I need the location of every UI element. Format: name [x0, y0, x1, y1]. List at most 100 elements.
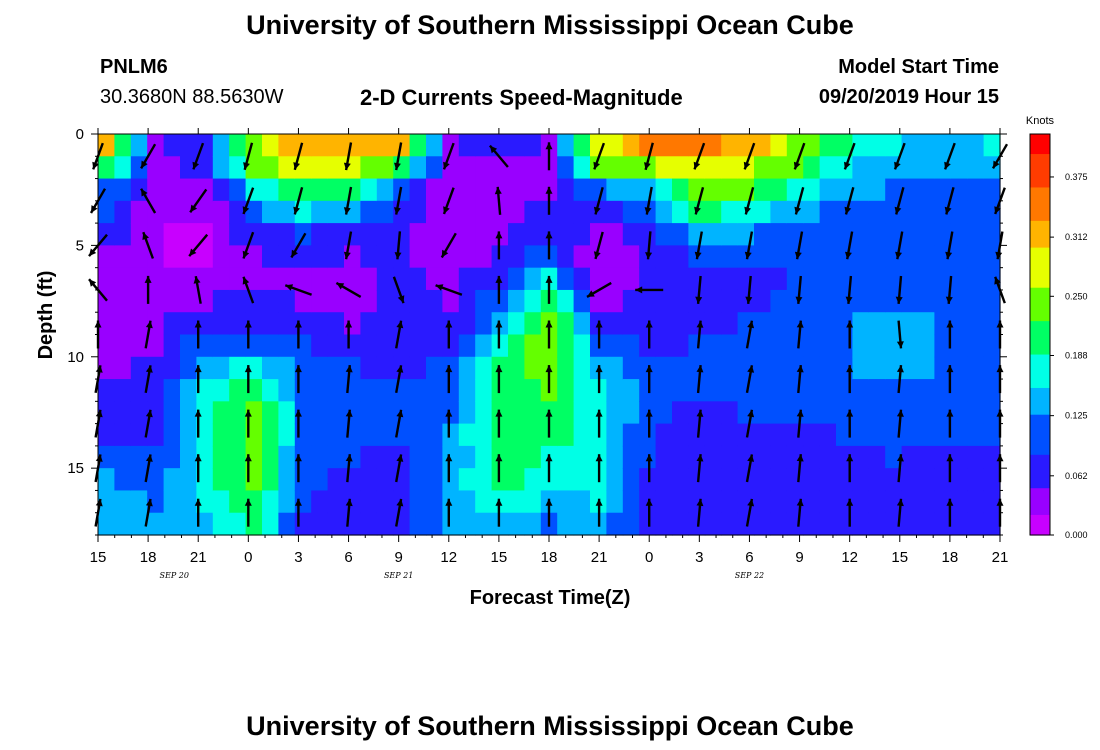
colorbar-swatch [1030, 327, 1050, 336]
heatmap-cell [98, 334, 115, 358]
heatmap-cell [426, 267, 443, 291]
heatmap-cell [98, 490, 115, 514]
current-vector [846, 498, 854, 527]
heatmap-cell [360, 445, 378, 469]
heatmap-cell [655, 445, 673, 469]
heatmap-cell [163, 401, 181, 425]
colorbar-swatch [1030, 180, 1050, 189]
heatmap-cell [655, 423, 673, 447]
heatmap-cell [409, 134, 427, 157]
current-vector [343, 142, 353, 171]
heatmap-cell [180, 423, 197, 447]
heatmap-cell [573, 156, 591, 180]
current-vector [395, 409, 404, 438]
heatmap-cell [426, 312, 443, 336]
heatmap-cell [901, 223, 919, 246]
heatmap-cell [852, 423, 870, 447]
heatmap-cell [852, 289, 870, 313]
current-vector [845, 231, 854, 260]
date-label: SEP 21 [384, 571, 413, 580]
model-start-time: 09/20/2019 Hour 15 [818, 86, 999, 108]
heatmap-cell [688, 356, 706, 380]
heatmap-cell [573, 223, 591, 246]
heatmap-cell [376, 445, 394, 469]
heatmap-cell [376, 379, 394, 402]
heatmap-cell [458, 134, 476, 157]
current-vector [945, 231, 954, 260]
heatmap-cell [311, 200, 329, 224]
heatmap-cell [606, 356, 624, 380]
colorbar-swatch [1030, 301, 1050, 309]
heatmap-cell [967, 178, 985, 202]
heatmap-cell [885, 423, 903, 447]
heatmap-cell [885, 334, 903, 358]
heatmap-cell [245, 512, 263, 536]
y-tick-label: 0 [76, 126, 84, 143]
heatmap-cell [885, 267, 903, 291]
heatmap-cell [458, 156, 476, 180]
colorbar-swatch [1030, 508, 1050, 516]
heatmap-cell [606, 423, 624, 447]
current-vector [194, 454, 202, 483]
heatmap-cell [754, 200, 771, 224]
heatmap-cell [885, 468, 903, 492]
heatmap-cell [934, 401, 952, 425]
heatmap-cell [311, 356, 329, 380]
heatmap-cell [721, 134, 739, 157]
heatmap-cell [409, 379, 427, 402]
heatmap-cell [442, 245, 460, 269]
heatmap-cell [868, 512, 886, 536]
heatmap-cell [458, 423, 476, 447]
heatmap-cell [491, 289, 509, 313]
heatmap-cell [376, 401, 394, 425]
heatmap-cell [622, 312, 640, 336]
heatmap-cell [229, 267, 247, 291]
heatmap-cell [212, 289, 230, 313]
heatmap-cell [98, 245, 115, 269]
current-vector [946, 320, 954, 349]
heatmap-cell [803, 401, 821, 425]
colorbar-tick-label: 0.125 [1065, 411, 1088, 421]
heatmap-cell [294, 245, 312, 269]
heatmap-cell [524, 512, 542, 536]
heatmap-cell [901, 178, 919, 202]
heatmap-cell [147, 156, 165, 180]
heatmap-cell [130, 356, 148, 380]
heatmap-cell [262, 156, 279, 180]
heatmap-cell [147, 223, 165, 246]
heatmap-cell [622, 134, 640, 157]
heatmap-cell [901, 267, 919, 291]
heatmap-cell [557, 178, 575, 202]
current-vector [744, 186, 755, 215]
heatmap-cell [426, 200, 443, 224]
heatmap-cell [672, 445, 689, 469]
heatmap-cell [754, 334, 771, 358]
heatmap-cell [360, 200, 378, 224]
heatmap-cell [360, 223, 378, 246]
x-tick-label: 0 [645, 549, 653, 566]
heatmap-cell [672, 512, 689, 536]
heatmap-cell [868, 312, 886, 336]
heatmap-cell [147, 334, 165, 358]
heatmap-cell [655, 334, 673, 358]
heatmap-cell [754, 289, 771, 313]
heatmap-cell [163, 445, 181, 469]
colorbar-swatch [1030, 408, 1050, 416]
heatmap-cell [819, 356, 837, 380]
heatmap-cell [147, 490, 165, 514]
heatmap-cell [442, 401, 460, 425]
heatmap-cell [606, 468, 624, 492]
heatmap-cell [475, 379, 493, 402]
heatmap-cell [508, 245, 525, 269]
heatmap-cell [606, 289, 624, 313]
heatmap-cell [918, 245, 935, 269]
heatmap-cell [770, 356, 788, 380]
heatmap-cell [688, 468, 706, 492]
heatmap-cell [885, 512, 903, 536]
heatmap-cell [327, 445, 345, 469]
heatmap-cell [98, 445, 115, 469]
heatmap-cell [803, 289, 821, 313]
heatmap-cell [590, 267, 607, 291]
heatmap-cell [803, 267, 821, 291]
heatmap-cell [672, 334, 689, 358]
